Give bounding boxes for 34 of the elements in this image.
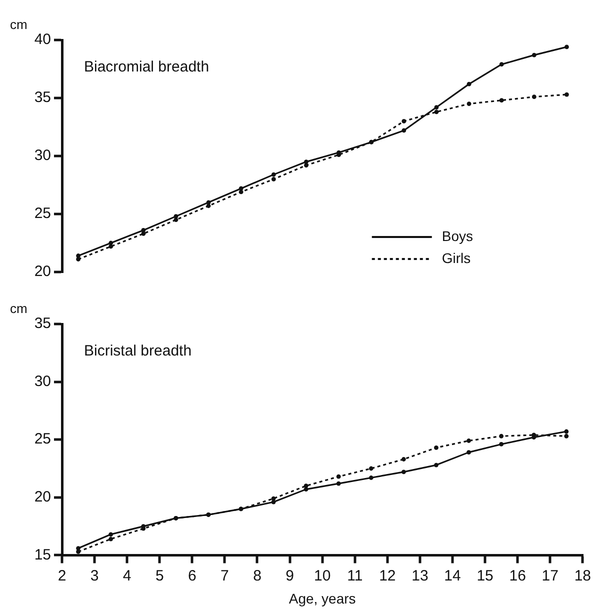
- y-tick-label: 25: [34, 205, 51, 222]
- x-tick-label: 11: [347, 567, 363, 584]
- x-tick-label: 4: [122, 567, 132, 584]
- x-tick-label: 2: [58, 567, 66, 584]
- x-tick-label: 8: [253, 567, 262, 584]
- y-tick-label: 35: [34, 315, 51, 332]
- x-tick-label: 7: [220, 567, 229, 584]
- x-axis-title: Age, years: [288, 590, 356, 606]
- x-tick-label: 15: [476, 567, 494, 584]
- x-tick-label: 13: [412, 567, 428, 584]
- y-tick-label: 20: [34, 488, 51, 506]
- y-tick-label: 30: [34, 147, 51, 164]
- legend-label: Boys: [442, 228, 473, 244]
- y-tick-label: 15: [34, 546, 51, 564]
- y-axis-title: cm: [10, 301, 28, 316]
- x-tick-label: 14: [444, 567, 461, 584]
- y-tick-label: 40: [34, 31, 51, 48]
- y-tick-label: 35: [34, 89, 51, 106]
- text: Bicristal breadth: [84, 342, 192, 360]
- x-tick-label: 9: [286, 567, 294, 584]
- legend-label: Girls: [442, 250, 471, 266]
- y-tick-label: 25: [34, 430, 51, 448]
- x-tick-label: 16: [509, 567, 526, 584]
- x-tick-label: 3: [90, 567, 99, 584]
- x-tick-label: 6: [188, 567, 196, 584]
- text: Biacromial breadth: [84, 58, 210, 76]
- y-tick-label: 20: [34, 263, 51, 280]
- x-tick-label: 18: [574, 567, 591, 584]
- y-axis-title: cm: [10, 17, 28, 32]
- x-tick-label: 12: [379, 567, 396, 584]
- x-tick-label: 17: [542, 567, 558, 584]
- x-tick-label: 5: [155, 567, 164, 584]
- x-tick-label: 10: [314, 567, 331, 584]
- y-tick-label: 30: [34, 372, 51, 390]
